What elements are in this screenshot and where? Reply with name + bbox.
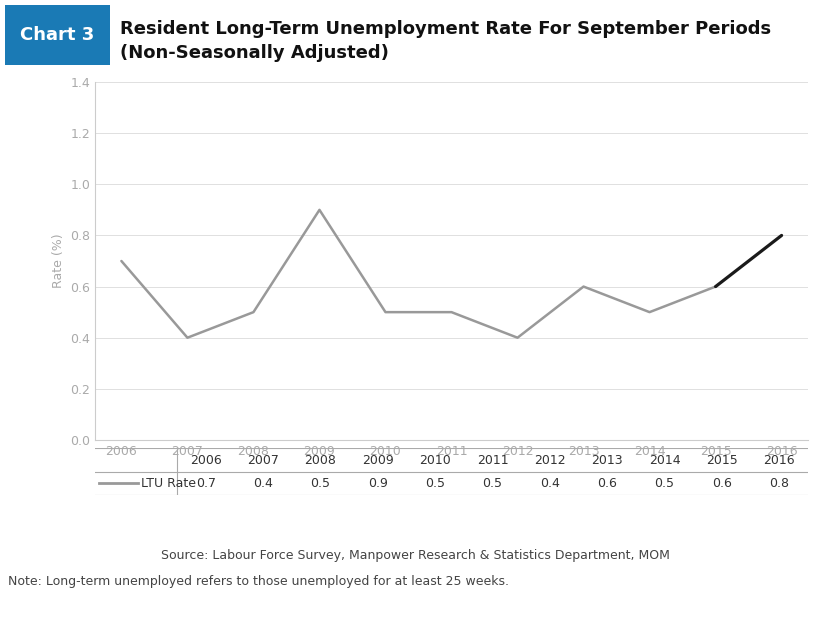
Text: 2008: 2008 (305, 454, 336, 467)
Text: 2006: 2006 (190, 454, 222, 467)
Text: 0.7: 0.7 (196, 476, 216, 490)
Text: LTU Rate: LTU Rate (141, 476, 197, 490)
Text: 0.6: 0.6 (598, 476, 618, 490)
Text: 2009: 2009 (362, 454, 393, 467)
Text: 0.6: 0.6 (712, 476, 732, 490)
Text: 2013: 2013 (592, 454, 623, 467)
Text: 2011: 2011 (476, 454, 508, 467)
Text: 2012: 2012 (534, 454, 566, 467)
Text: 0.4: 0.4 (540, 476, 559, 490)
Text: Resident Long-Term Unemployment Rate For September Periods: Resident Long-Term Unemployment Rate For… (120, 20, 771, 38)
Text: 2015: 2015 (706, 454, 738, 467)
Text: Source: Labour Force Survey, Manpower Research & Statistics Department, MOM: Source: Labour Force Survey, Manpower Re… (160, 549, 670, 562)
Text: 2010: 2010 (419, 454, 451, 467)
Text: (Non-Seasonally Adjusted): (Non-Seasonally Adjusted) (120, 44, 389, 62)
Text: 2014: 2014 (649, 454, 681, 467)
Text: 0.5: 0.5 (655, 476, 675, 490)
Text: 0.9: 0.9 (368, 476, 388, 490)
Text: Chart 3: Chart 3 (21, 26, 95, 44)
Text: 0.8: 0.8 (769, 476, 789, 490)
Text: 2016: 2016 (764, 454, 795, 467)
Text: 0.5: 0.5 (482, 476, 502, 490)
Text: 0.4: 0.4 (253, 476, 273, 490)
Text: 0.5: 0.5 (310, 476, 330, 490)
Text: 2007: 2007 (247, 454, 279, 467)
Text: 0.5: 0.5 (425, 476, 445, 490)
Y-axis label: Rate (%): Rate (%) (51, 234, 65, 289)
Text: Note: Long-term unemployed refers to those unemployed for at least 25 weeks.: Note: Long-term unemployed refers to tho… (8, 575, 510, 588)
